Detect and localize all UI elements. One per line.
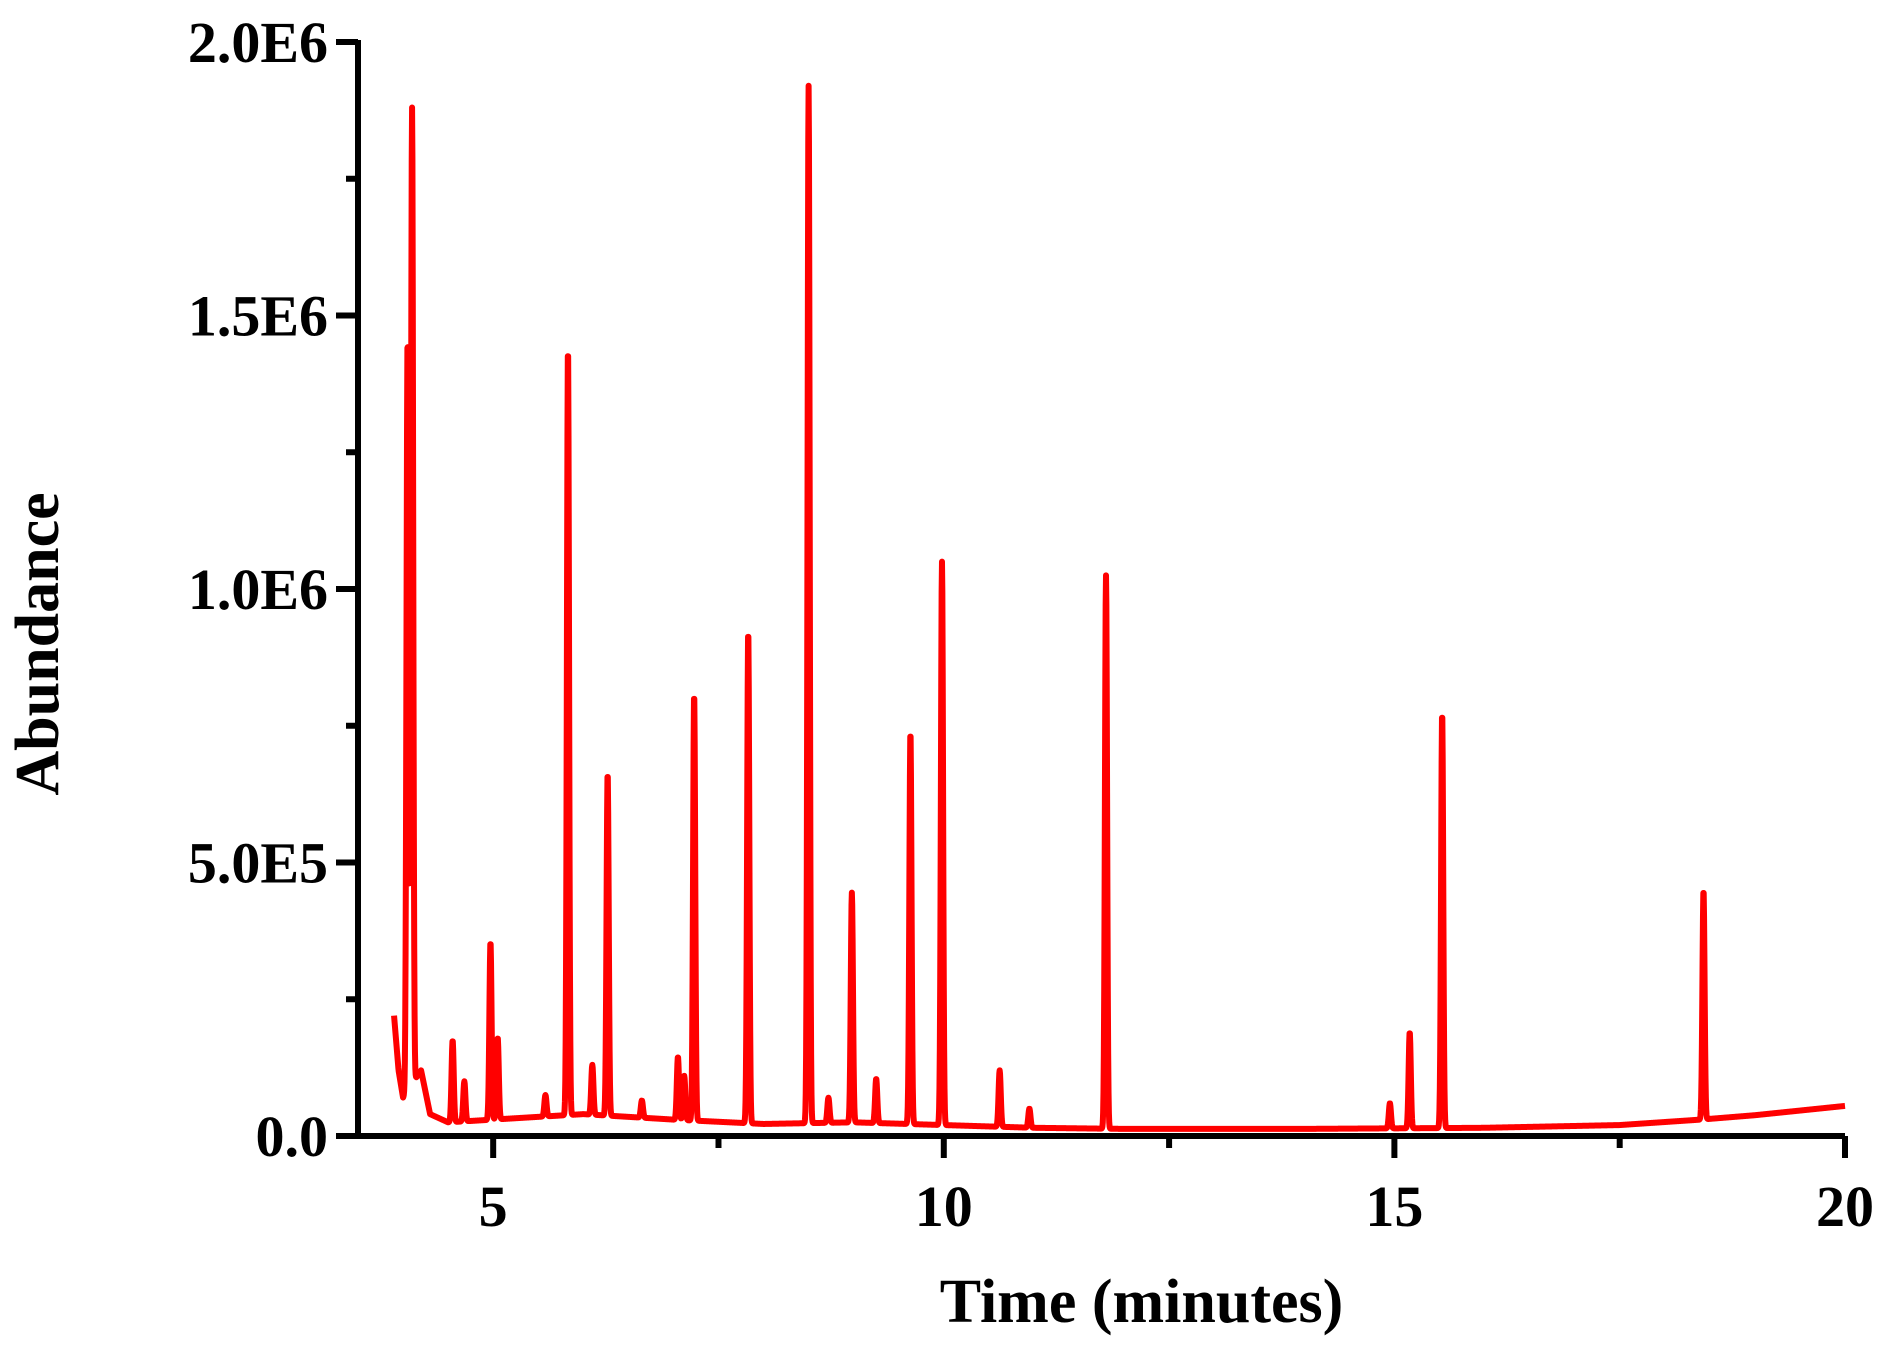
y-axis-ticks <box>336 39 358 1139</box>
y-axis-tick-labels: 0.0 5.0E5 1.0E6 1.5E6 2.0E6 <box>188 10 328 1169</box>
x-axis-ticks <box>490 1136 1848 1158</box>
y-tick-label: 1.5E6 <box>188 284 328 349</box>
x-axis-title: Time (minutes) <box>940 1268 1344 1336</box>
x-tick-label: 5 <box>479 1174 508 1239</box>
x-tick-label: 20 <box>1816 1174 1874 1239</box>
plot-area <box>391 82 1848 1132</box>
y-axis-title: Abundance <box>4 492 72 795</box>
x-tick-label: 15 <box>1365 1174 1423 1239</box>
series-line <box>391 82 1848 1132</box>
x-axis-tick-labels: 5 10 15 20 <box>479 1174 1874 1239</box>
x-tick-label: 10 <box>915 1174 973 1239</box>
y-tick-label: 0.0 <box>256 1104 329 1169</box>
y-tick-label: 5.0E5 <box>188 831 328 896</box>
y-tick-label: 1.0E6 <box>188 557 328 622</box>
y-tick-label: 2.0E6 <box>188 10 328 75</box>
